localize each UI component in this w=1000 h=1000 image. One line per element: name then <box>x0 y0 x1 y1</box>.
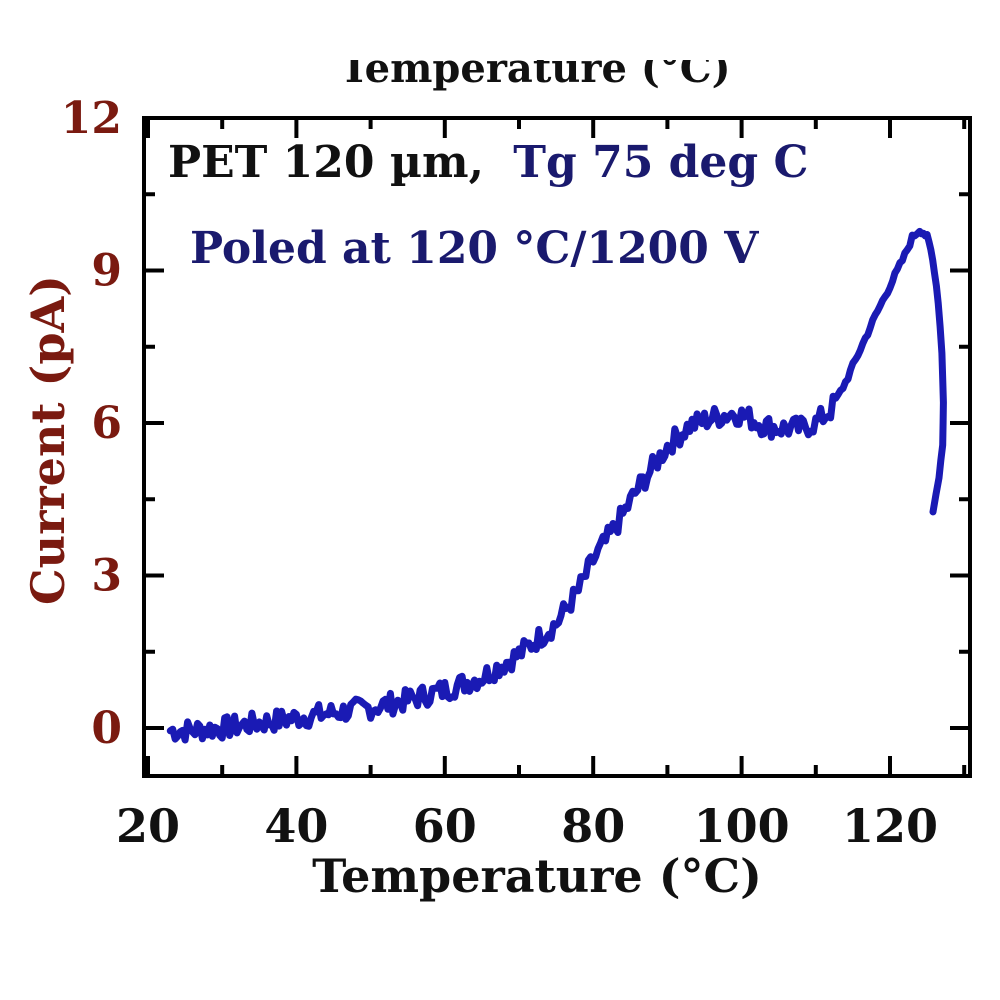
annotation-poling-condition: Poled at 120 °C/1200 V <box>190 223 759 274</box>
x-tick-label: 20 <box>116 799 180 853</box>
y-tick-label: 12 <box>61 93 122 144</box>
x-tick-label: 100 <box>694 799 790 853</box>
x-axis-label: Temperature (°C) <box>312 849 762 903</box>
plot-frame <box>142 116 972 778</box>
x-tick-label: 80 <box>561 799 625 853</box>
x-tick-label: 120 <box>842 799 938 853</box>
y-tick-label: 6 <box>91 398 122 449</box>
x-tick-label: 60 <box>413 799 477 853</box>
y-tick-label: 0 <box>91 703 122 754</box>
annotation-tg: Tg 75 deg C <box>513 137 808 188</box>
y-tick-label: 3 <box>91 551 122 602</box>
series-line-tsdc-current <box>166 227 947 744</box>
annotation-line-1: PET 120 µm, Tg 75 deg C <box>168 137 809 188</box>
y-axis-ticks <box>144 192 970 730</box>
annotation-sample: PET 120 µm, <box>168 137 484 188</box>
x-tick-label: 40 <box>264 799 328 853</box>
y-tick-label: 9 <box>91 246 122 297</box>
y-axis-label: Current (pA) <box>21 275 75 605</box>
cropped-top-title: Temperature (°C) <box>339 45 730 92</box>
x-axis-tick-labels: 20 40 60 80 100 120 <box>116 799 938 853</box>
x-axis-ticks <box>146 118 967 776</box>
y-axis-tick-labels: 0 3 6 9 12 <box>61 93 122 754</box>
